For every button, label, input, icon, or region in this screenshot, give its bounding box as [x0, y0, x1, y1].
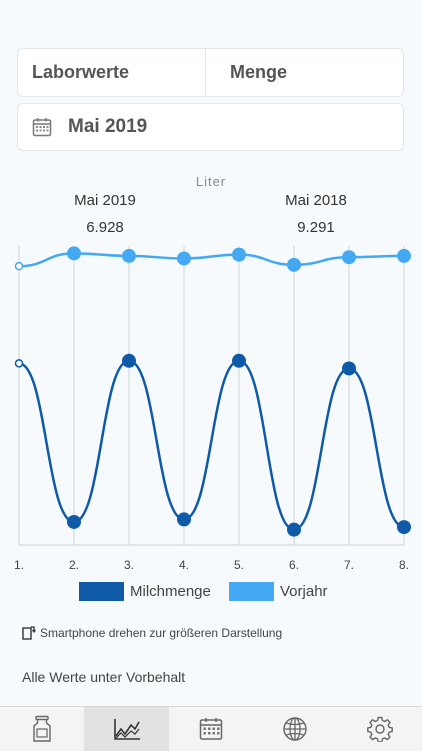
month-selector[interactable]: Mai 2019	[17, 103, 404, 151]
tab-settings[interactable]	[338, 707, 422, 751]
milk-can-icon	[33, 715, 51, 742]
x-tick-label: 7.	[344, 558, 354, 572]
data-point[interactable]	[122, 248, 136, 263]
x-tick-label: 8.	[399, 558, 409, 572]
x-tick-label: 6.	[289, 558, 299, 572]
tab-bar	[0, 706, 422, 751]
segment-menge[interactable]: Menge	[230, 62, 288, 82]
data-point[interactable]	[14, 261, 24, 271]
tab-milk[interactable]	[0, 707, 84, 751]
data-point[interactable]	[232, 247, 246, 262]
legend-swatch-vorjahr	[229, 582, 274, 601]
x-tick-label: 4.	[179, 558, 189, 572]
data-point[interactable]	[397, 520, 411, 535]
data-point[interactable]	[67, 514, 81, 529]
tab-calendar[interactable]	[169, 707, 253, 751]
disclaimer-text: Alle Werte unter Vorbehalt	[22, 669, 186, 685]
data-point[interactable]	[177, 512, 191, 527]
data-point[interactable]	[342, 361, 356, 376]
chart-icon	[113, 719, 140, 740]
legend-swatch-milchmenge	[79, 582, 124, 601]
series-line-milchmenge	[18, 359, 405, 531]
x-tick-label: 5.	[234, 558, 244, 572]
view-segmented-control: Laborwerte Menge	[17, 48, 404, 97]
data-point[interactable]	[287, 522, 301, 537]
x-tick-label: 1.	[14, 558, 24, 572]
data-point[interactable]	[67, 246, 81, 261]
legend-label-milchmenge: Milchmenge	[130, 583, 211, 600]
summary-current-label: Mai 2019	[74, 192, 136, 209]
data-point[interactable]	[177, 251, 191, 266]
x-tick-label: 3.	[124, 558, 134, 572]
legend-label-vorjahr: Vorjahr	[280, 583, 328, 600]
data-point[interactable]	[14, 359, 24, 368]
globe-icon	[283, 717, 308, 741]
segment-laborwerte[interactable]: Laborwerte	[18, 49, 206, 96]
data-point[interactable]	[397, 248, 411, 263]
calendar-icon	[32, 118, 52, 137]
chart-legend: Milchmenge Vorjahr	[0, 581, 422, 603]
y-axis-label: Liter	[196, 174, 226, 189]
line-chart: Liter Mai 2019 6.928 Mai 2018 9.291 1. 2.…	[14, 174, 411, 572]
summary-previous-value: 9.291	[297, 219, 335, 236]
data-point[interactable]	[232, 353, 246, 368]
rotate-hint-text: Smartphone drehen zur größeren Darstellu…	[40, 625, 283, 640]
selected-month: Mai 2019	[68, 116, 148, 137]
milk-volume-chart: Liter Mai 2019 6.928 Mai 2018 9.291 1. 2.…	[0, 170, 422, 580]
summary-current-value: 6.928	[86, 219, 124, 236]
calendar-icon	[199, 718, 223, 740]
x-tick-label: 2.	[69, 558, 79, 572]
tab-chart[interactable]	[84, 707, 169, 751]
data-point[interactable]	[342, 250, 356, 265]
summary-previous-label: Mai 2018	[285, 192, 347, 209]
rotate-hint: Smartphone drehen zur größeren Darstellu…	[22, 625, 282, 640]
data-point[interactable]	[287, 257, 301, 272]
data-point[interactable]	[122, 353, 136, 368]
tab-globe[interactable]	[253, 707, 337, 751]
gear-icon	[366, 716, 393, 742]
rotate-phone-icon	[22, 626, 36, 640]
